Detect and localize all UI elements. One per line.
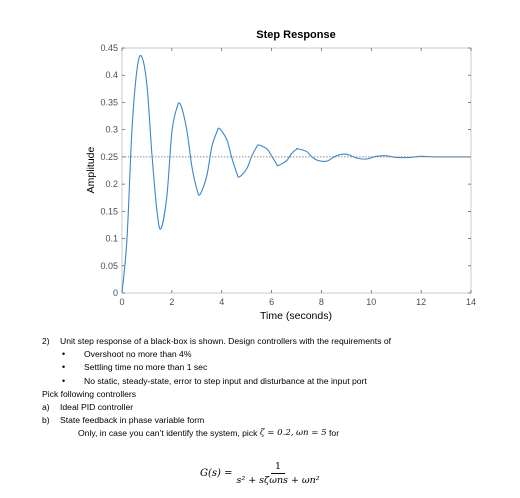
x-tick-label: 14 (466, 297, 476, 307)
y-tick-label: 0.3 (105, 125, 118, 135)
formula-denominator: s² + sζωns + ωn² (236, 474, 320, 486)
bullet-icon (62, 375, 84, 388)
formula-numerator: 1 (271, 461, 286, 474)
y-tick-label: 0.05 (100, 261, 118, 271)
wn-value: ωn = 5 (295, 428, 327, 439)
x-tick-label: 4 (219, 297, 224, 307)
y-tick-label: 0.2 (105, 179, 118, 189)
controller-text: State feedback in phase variable form (60, 415, 205, 426)
x-tick-labels: 0 2 4 6 8 10 12 14 (119, 297, 476, 307)
formula-lhs: G(s) = (200, 467, 233, 479)
x-tick-label: 0 (119, 297, 124, 307)
pick-row: Pick following controllers (42, 388, 512, 401)
problem-statement: 2) Unit step response of a black-box is … (42, 335, 512, 441)
x-axis-label: Time (seconds) (260, 310, 332, 322)
formula-fraction: 1 s² + sζωns + ωn² (236, 461, 319, 486)
requirement-text: No static, steady-state, error to step i… (84, 375, 367, 386)
series-layer (121, 54, 471, 294)
controller-letter: a) (42, 402, 50, 413)
requirement-item: No static, steady-state, error to step i… (42, 375, 512, 388)
controller-item: b) State feedback in phase variable form (42, 414, 512, 427)
requirement-text: Overshoot no more than 4% (84, 349, 192, 360)
x-tick-label: 8 (319, 297, 324, 307)
problem-intro: Unit step response of a black-box is sho… (60, 336, 392, 346)
problem-intro-row: 2) Unit step response of a black-box is … (42, 335, 512, 348)
x-tick-label: 2 (169, 297, 174, 307)
step-response-chart: 0 2 4 6 8 10 12 14 0 0.05 0.1 0.15 0.2 0.25 0.3 0.35 0.… (85, 29, 476, 322)
x-tick-label: 10 (366, 297, 376, 307)
y-tick-label: 0.15 (100, 206, 118, 216)
y-tick-label: 0.1 (105, 234, 118, 244)
y-tick-label: 0.25 (100, 152, 118, 162)
axis-ticks (121, 47, 472, 294)
y-tick-label: 0.45 (100, 43, 118, 53)
controller-text: Ideal PID controller (60, 402, 134, 413)
bullet-icon (62, 348, 84, 361)
requirement-item: Overshoot no more than 4% (42, 348, 512, 361)
only-prefix: Only, in case you can’t identify the sys… (78, 428, 258, 439)
bullet-icon (62, 361, 84, 374)
requirement-text: Settling time no more than 1 sec (84, 362, 208, 373)
problem-number: 2) (42, 336, 50, 346)
zeta-value: ζ = 0.2, (259, 428, 294, 439)
chart-title: Step Response (256, 29, 335, 41)
y-axis-label: Amplitude (85, 147, 97, 194)
x-tick-label: 6 (269, 297, 274, 307)
only-suffix: for (329, 428, 340, 439)
y-tick-label: 0.35 (100, 97, 118, 107)
controller-item: a) Ideal PID controller (42, 401, 512, 414)
transfer-function: G(s) = 1 s² + sζωns + ωn² (200, 457, 320, 489)
requirement-item: Settling time no more than 1 sec (42, 361, 512, 374)
y-tick-labels: 0 0.05 0.1 0.15 0.2 0.25 0.3 0.35 0.4 0.45 (100, 43, 118, 298)
only-row: Only, in case you can’t identify the sys… (42, 427, 512, 440)
step-response-line (121, 54, 471, 294)
pick-text: Pick following controllers (42, 388, 137, 399)
controller-letter: b) (42, 415, 50, 426)
y-tick-label: 0.4 (105, 70, 118, 80)
x-tick-label: 12 (416, 297, 426, 307)
y-tick-label: 0 (113, 288, 118, 298)
plot-area (121, 47, 472, 294)
